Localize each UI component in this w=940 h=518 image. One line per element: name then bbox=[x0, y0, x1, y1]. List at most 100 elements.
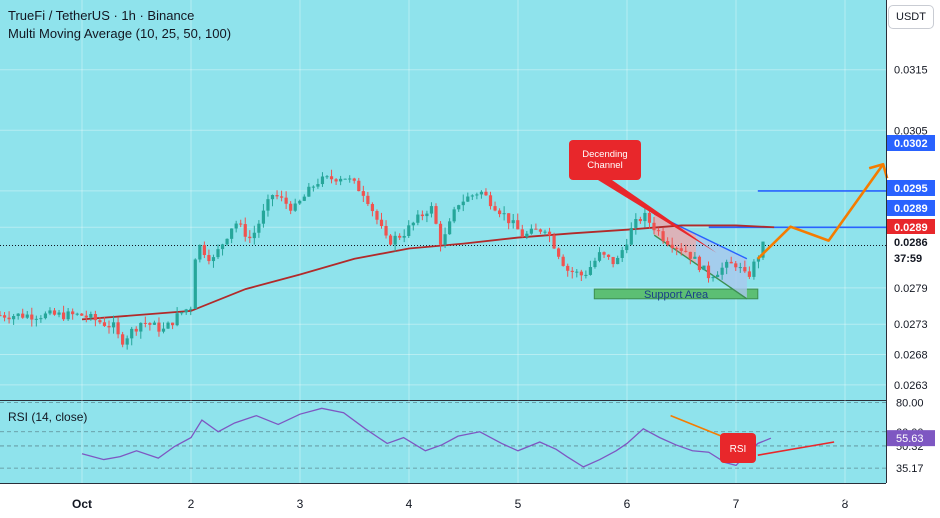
candle-body bbox=[234, 223, 238, 229]
candle-body bbox=[202, 244, 206, 256]
candle-body bbox=[170, 322, 175, 326]
candle-body bbox=[211, 257, 216, 262]
price-label-box bbox=[887, 135, 935, 151]
candle-body bbox=[466, 196, 470, 202]
candle-body bbox=[584, 274, 588, 276]
candle-body bbox=[339, 178, 343, 182]
candle-body bbox=[379, 219, 384, 226]
candle-body bbox=[438, 223, 443, 245]
candle-body bbox=[457, 205, 461, 210]
candle-body bbox=[706, 265, 711, 279]
candle-body bbox=[429, 206, 434, 214]
candle-body bbox=[239, 223, 243, 225]
candle-body bbox=[107, 326, 111, 328]
currency-button[interactable]: USDT bbox=[888, 5, 934, 29]
candle-body bbox=[348, 178, 352, 180]
candle-body bbox=[143, 322, 147, 324]
candle-body bbox=[729, 261, 733, 264]
candle-body bbox=[311, 186, 315, 188]
watermark-text: GK-ARONNO bbox=[764, 484, 902, 508]
candle-body bbox=[652, 222, 656, 231]
candle-body bbox=[420, 214, 424, 217]
candle-body bbox=[157, 322, 161, 332]
candle-body bbox=[39, 318, 43, 320]
candle-body bbox=[84, 315, 88, 318]
candle-body bbox=[361, 191, 365, 196]
time-tick-label: 5 bbox=[515, 497, 522, 511]
candle-body bbox=[638, 218, 642, 222]
candle-body bbox=[407, 225, 411, 236]
candle-body bbox=[570, 270, 574, 273]
price-tick-label: 0.0279 bbox=[894, 283, 928, 295]
time-tick-label: Oct bbox=[72, 497, 92, 511]
candle-body bbox=[711, 277, 715, 279]
candle-body bbox=[180, 312, 184, 314]
price-pane-background bbox=[0, 0, 886, 400]
candle-body bbox=[606, 254, 611, 257]
candle-body bbox=[684, 250, 688, 252]
candle-body bbox=[302, 196, 306, 201]
support-area-box bbox=[593, 288, 759, 300]
candle-body bbox=[616, 257, 620, 265]
price-label-text: 0.0289 bbox=[894, 222, 928, 234]
candle-body bbox=[470, 195, 474, 197]
candle-body bbox=[557, 248, 561, 257]
chart-title: TrueFi / TetherUS · 1h · Binance bbox=[8, 8, 195, 23]
candle-body bbox=[629, 227, 633, 245]
rsi-callout-text: RSI bbox=[730, 444, 747, 455]
candle-body bbox=[16, 313, 20, 317]
price-tick-label: 0.0268 bbox=[894, 350, 928, 362]
price-label-box bbox=[887, 250, 935, 266]
candle-body bbox=[93, 314, 97, 321]
support-area-label: Support Area bbox=[644, 289, 709, 301]
candle-body bbox=[320, 176, 325, 185]
price-tick-label: 0.0263 bbox=[894, 380, 928, 392]
candle-body bbox=[497, 210, 502, 215]
candle-body bbox=[102, 322, 107, 327]
candle-body bbox=[620, 250, 624, 258]
time-tick-label: 7 bbox=[733, 497, 740, 511]
candle-body bbox=[656, 230, 661, 232]
candles-layer bbox=[0, 169, 765, 350]
candle-body bbox=[366, 195, 370, 205]
candle-body bbox=[416, 214, 420, 223]
camera-icon: ⊙ bbox=[738, 484, 765, 508]
candle-body bbox=[484, 191, 488, 196]
candle-body bbox=[148, 323, 152, 325]
rsi-tick-label: 80.00 bbox=[896, 397, 924, 409]
candle-body bbox=[725, 261, 729, 268]
candle-body bbox=[134, 328, 138, 332]
channel-callout-box bbox=[569, 140, 641, 180]
candle-body bbox=[334, 179, 338, 182]
rsi-tick-label: 35.17 bbox=[896, 463, 924, 475]
price-label-box bbox=[887, 180, 935, 196]
candle-body bbox=[388, 235, 393, 245]
candle-body bbox=[125, 338, 129, 345]
moving-average-layer bbox=[81, 224, 775, 321]
candle-body bbox=[198, 244, 202, 260]
candle-body bbox=[266, 199, 270, 211]
candle-body bbox=[547, 231, 552, 236]
candle-body bbox=[193, 259, 197, 309]
candle-body bbox=[80, 313, 84, 316]
candle-body bbox=[139, 322, 143, 332]
price-label-text: 0.0302 bbox=[894, 138, 928, 150]
candle-body bbox=[666, 241, 670, 245]
candle-body bbox=[220, 244, 225, 250]
candle-body bbox=[175, 313, 179, 326]
candle-body bbox=[248, 236, 252, 239]
candle-body bbox=[643, 212, 647, 222]
candle-body bbox=[479, 191, 484, 195]
candle-body bbox=[448, 221, 452, 235]
candle-body bbox=[225, 238, 229, 245]
candle-body bbox=[611, 256, 615, 265]
price-tick-label: 0.0305 bbox=[894, 125, 928, 137]
candle-body bbox=[48, 310, 52, 314]
channel-fill-blue bbox=[695, 234, 747, 299]
price-axis: 0.0315 0.0305 0.0295 0.0289 0.0279 0.0273 0.02… bbox=[886, 0, 935, 483]
rsi-value-text: 55.63 bbox=[896, 433, 924, 445]
candle-body bbox=[670, 244, 674, 249]
candle-body bbox=[98, 320, 102, 323]
price-label-box bbox=[887, 219, 935, 235]
candle-body bbox=[252, 232, 256, 239]
